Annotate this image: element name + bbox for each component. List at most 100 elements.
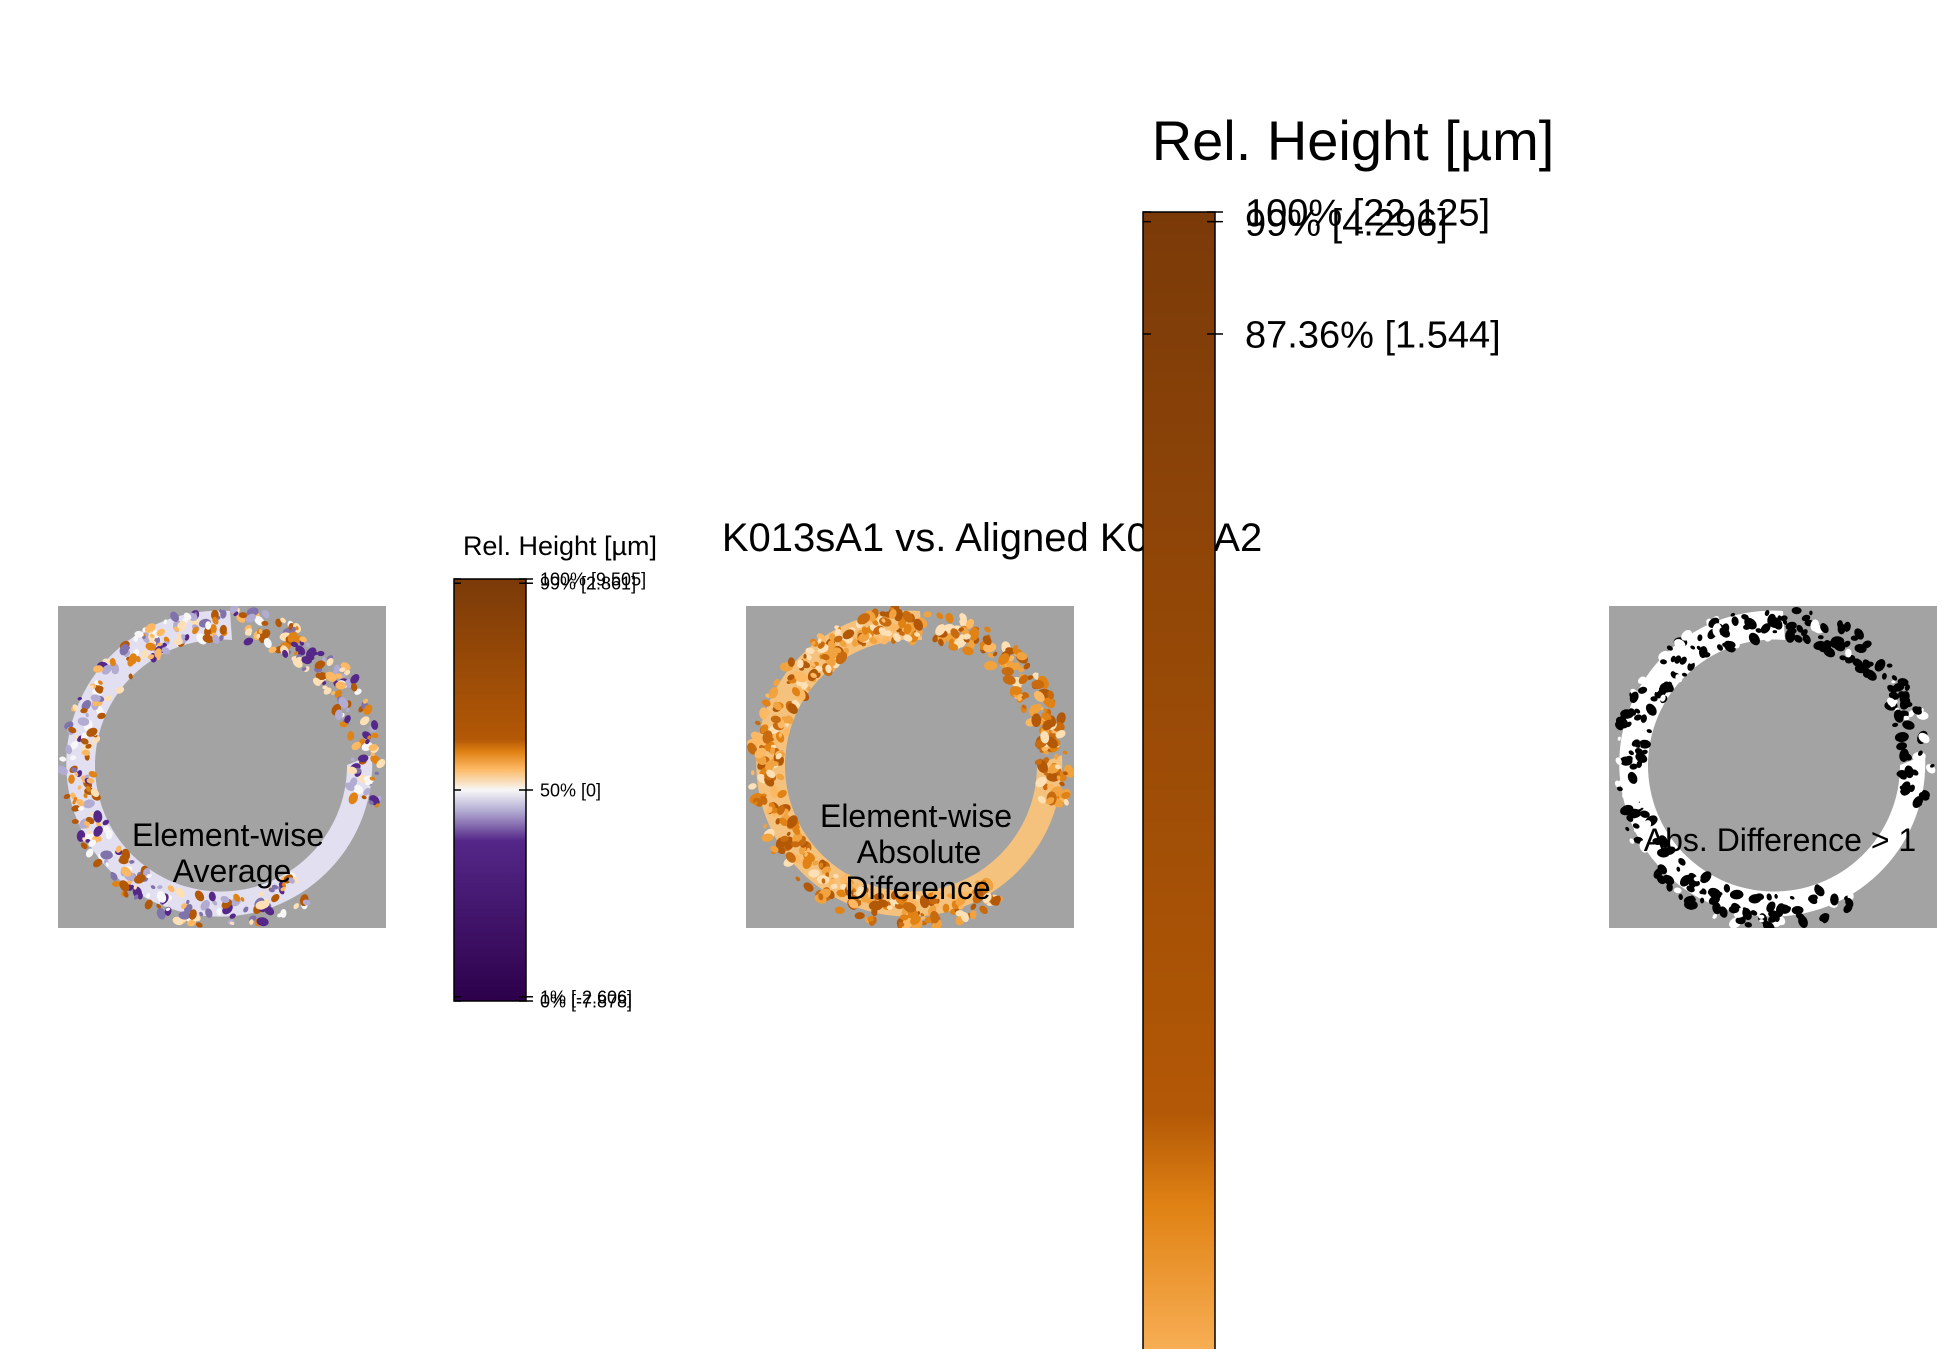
ring-texture-speck — [71, 818, 79, 825]
ring-texture-speck — [1852, 658, 1863, 668]
ring-texture-speck — [775, 753, 782, 760]
absolute-difference-label-line2: Absolute — [857, 834, 982, 870]
ring-texture-speck — [747, 742, 757, 755]
ring-texture-speck — [801, 683, 809, 690]
ring-texture-speck — [874, 892, 885, 901]
ring-texture-speck — [1820, 623, 1829, 634]
ring-texture-speck — [903, 902, 917, 913]
absolute-difference-label-line3: Difference — [845, 870, 990, 906]
ring-texture-speck — [1822, 914, 1830, 924]
ring-texture-speck — [1042, 719, 1054, 731]
ring-texture-speck — [1687, 661, 1695, 671]
ring-texture-speck — [1660, 674, 1664, 679]
ring-texture-speck — [1054, 764, 1061, 770]
ring-texture-speck — [146, 873, 152, 879]
ring-texture-speck — [854, 912, 865, 920]
ring-texture-speck — [367, 735, 371, 740]
ring-texture-speck — [134, 630, 144, 638]
ring-texture-speck — [1893, 709, 1904, 723]
ring-texture-speck — [1688, 655, 1697, 664]
ring-texture-speck — [1617, 736, 1621, 741]
ring-texture-speck — [93, 810, 103, 823]
ring-texture-speck — [969, 910, 977, 920]
ring-texture-speck — [371, 732, 379, 739]
ring-texture-speck — [133, 885, 137, 890]
ring-texture-speck — [262, 609, 270, 619]
ring-texture-speck — [186, 899, 190, 905]
ring-texture-speck — [218, 634, 224, 642]
ring-texture-speck — [120, 866, 132, 877]
ring-texture-speck — [157, 885, 163, 890]
ring-texture-speck — [1731, 616, 1739, 626]
ring-texture-speck — [798, 839, 807, 847]
ring-texture-speck — [1660, 694, 1666, 702]
ring-texture-speck — [1031, 679, 1045, 690]
ring-texture-speck — [1699, 890, 1706, 895]
ring-texture-speck — [1785, 621, 1797, 631]
ring-texture-speck — [903, 623, 912, 635]
ring-texture-speck — [365, 739, 370, 745]
ring-texture-speck — [338, 696, 349, 709]
ring-texture-speck — [287, 631, 298, 643]
colorbar-tick-label: 50% [0] — [540, 780, 601, 800]
ring-texture-speck — [80, 707, 88, 714]
ring-texture-speck — [349, 777, 358, 788]
ring-texture-speck — [1810, 619, 1820, 632]
ring-texture-speck — [929, 897, 939, 905]
ring-texture-speck — [1891, 680, 1896, 684]
ring-texture-speck — [77, 717, 90, 726]
ring-texture-speck — [1793, 634, 1803, 643]
ring-texture-speck — [89, 685, 94, 689]
ring-texture-speck — [1922, 736, 1928, 740]
ring-texture-speck — [363, 704, 373, 715]
ring-texture-speck — [1619, 756, 1633, 766]
ring-texture-speck — [335, 673, 343, 679]
ring-texture-speck — [1657, 864, 1668, 875]
ring-texture-speck — [796, 858, 802, 864]
ring-texture-speck — [1670, 671, 1677, 679]
colorbar-tick-label: 0% [-7.878] — [540, 991, 632, 1011]
ring-texture-speck — [959, 613, 967, 622]
ring-texture-speck — [243, 637, 254, 646]
ring-texture-speck — [315, 671, 327, 681]
colorbar-tick-label: 1% [-2.606] — [540, 987, 632, 1007]
ring-texture-speck — [1674, 655, 1682, 664]
ring-texture-speck — [348, 792, 359, 805]
ring-texture-speck — [104, 695, 112, 702]
ring-texture-speck — [1010, 686, 1023, 695]
ring-texture-speck — [770, 845, 779, 853]
ring-texture-speck — [846, 880, 854, 892]
ring-texture-speck — [787, 674, 795, 681]
ring-texture-speck — [757, 773, 764, 782]
ring-texture-speck — [368, 744, 378, 751]
ring-texture-speck — [1899, 797, 1911, 806]
ring-texture-speck — [1742, 907, 1752, 921]
ring-texture-speck — [71, 805, 81, 812]
ring-texture-speck — [1809, 610, 1813, 616]
ring-texture-speck — [1679, 874, 1692, 887]
ring-texture-speck — [1791, 905, 1804, 915]
ring-texture-speck — [1801, 614, 1811, 622]
ring-texture-speck — [229, 913, 236, 919]
ring-texture-speck — [914, 894, 920, 900]
ring-texture-speck — [145, 623, 156, 634]
ring-texture-speck — [374, 771, 379, 775]
ring-texture-speck — [1724, 640, 1736, 649]
ring-texture-speck — [81, 749, 91, 756]
ring-texture-speck — [1627, 808, 1641, 819]
ring-texture-speck — [818, 862, 824, 869]
ring-texture-speck — [1700, 871, 1712, 884]
ring-texture-speck — [857, 632, 870, 643]
ring-texture-speck — [1618, 715, 1627, 727]
ring-texture-speck — [93, 825, 103, 837]
ring-texture-speck — [74, 772, 79, 777]
ring-texture-speck — [1756, 622, 1764, 628]
ring-texture-speck — [974, 880, 980, 884]
ring-texture-speck — [288, 877, 295, 884]
ring-texture-speck — [1845, 897, 1854, 908]
ring-texture-speck — [847, 893, 852, 899]
ring-texture-speck — [1904, 684, 1910, 691]
ring-texture-speck — [998, 653, 1010, 665]
ring-texture-speck — [827, 640, 836, 650]
